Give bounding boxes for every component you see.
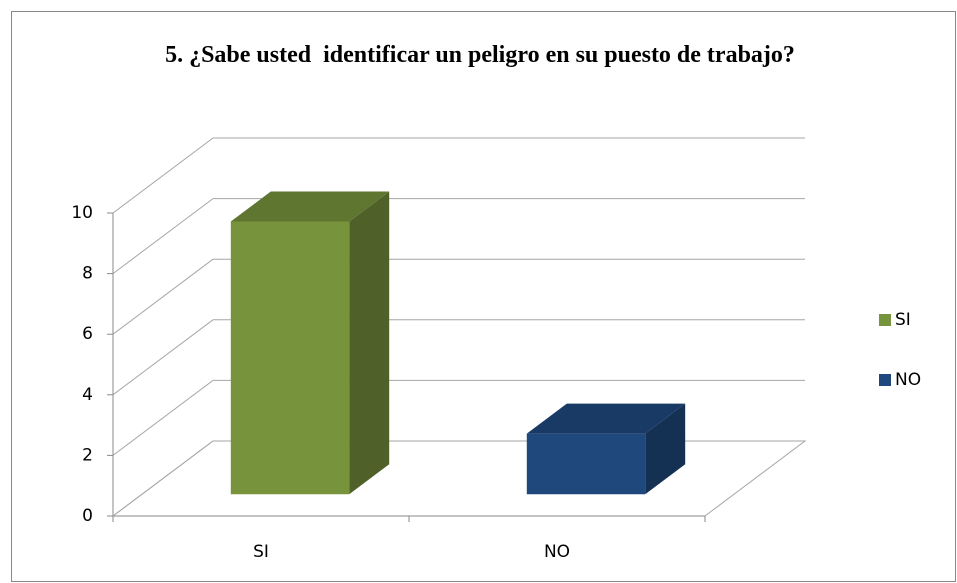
bar-front — [526, 433, 646, 495]
y-tick-label: 8 — [82, 264, 93, 284]
grid-line — [112, 137, 214, 214]
chart-border — [11, 11, 956, 582]
y-tick-label: 2 — [82, 445, 93, 465]
grid-line — [112, 440, 214, 517]
bar-top — [526, 403, 686, 434]
bar-front — [230, 221, 350, 495]
x-tick-label: SI — [253, 542, 269, 562]
legend-swatch — [879, 374, 891, 386]
bar — [230, 191, 390, 495]
bar-top — [230, 191, 390, 222]
bar — [526, 403, 686, 495]
bar-side — [349, 191, 390, 495]
y-tick-label: 0 — [82, 506, 93, 526]
x-tick-label: NO — [544, 542, 570, 562]
y-tick-label: 10 — [71, 203, 93, 223]
grid-line — [112, 379, 214, 456]
grid-line — [112, 198, 214, 275]
chart-title: 5. ¿Sabe usted identificar un peligro en… — [165, 42, 795, 68]
y-tick-label: 6 — [82, 324, 93, 344]
legend-swatch — [879, 314, 891, 326]
legend-label: NO — [895, 370, 921, 390]
y-tick-label: 4 — [82, 385, 93, 405]
grid-line — [112, 319, 214, 396]
legend-label: SI — [895, 310, 911, 330]
grid-line — [112, 258, 214, 335]
bar-side — [645, 403, 686, 495]
